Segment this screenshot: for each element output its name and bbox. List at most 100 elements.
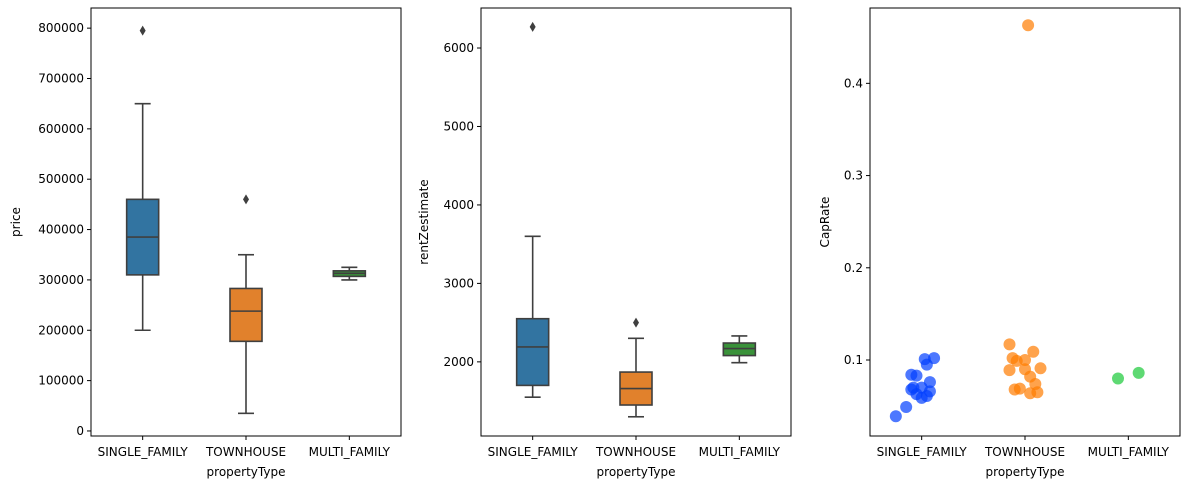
y-tick-label: 0.4 <box>844 76 863 90</box>
points-townhouse <box>1003 19 1047 400</box>
x-tick-label: SINGLE_FAMILY <box>488 445 579 459</box>
x-tick: TOWNHOUSE <box>205 436 286 459</box>
x-tick: MULTI_FAMILY <box>1088 436 1170 459</box>
y-tick-label: 4000 <box>443 198 474 212</box>
y-tick-label: 500000 <box>38 172 84 186</box>
y-axis-label: rentZestimate <box>417 179 431 264</box>
data-point <box>1006 352 1019 365</box>
y-tick-label: 0.3 <box>844 169 863 183</box>
y-tick: 5000 <box>443 119 481 133</box>
x-tick: TOWNHOUSE <box>595 436 676 459</box>
data-point <box>889 410 902 423</box>
chart-panel-3: 0.1 0.2 0.3 0.4 SINGLE_FAMILY TOWNHOUSE MULTI_… <box>818 7 1181 479</box>
y-tick-label: 5000 <box>443 119 474 133</box>
x-tick-label: TOWNHOUSE <box>595 445 676 459</box>
axes-frame <box>869 7 1181 437</box>
data-point <box>1019 354 1031 367</box>
y-tick: 200000 <box>38 323 91 337</box>
points-single-family <box>889 352 941 423</box>
chart-panels: 0 100000 200000 300000 400000 500000 600000 700… <box>9 7 1181 479</box>
y-tick: 6000 <box>443 41 481 55</box>
x-axis-label: propertyType <box>986 465 1065 479</box>
y-tick: 500000 <box>38 172 91 186</box>
outlier-marker <box>633 317 639 328</box>
y-tick-label: 800000 <box>38 21 84 35</box>
data-point <box>1003 338 1016 351</box>
y-tick: 4000 <box>443 198 481 212</box>
box-multi-family <box>722 335 757 364</box>
data-point <box>1034 362 1047 375</box>
y-tick-label: 0.1 <box>844 353 863 367</box>
y-tick: 0.3 <box>844 169 870 183</box>
iqr-box <box>229 287 263 343</box>
y-tick-label: 100000 <box>38 374 84 388</box>
y-axis-label: CapRate <box>818 197 832 248</box>
y-tick: 0.1 <box>844 353 870 367</box>
data-point <box>1112 372 1124 385</box>
y-tick: 700000 <box>38 71 91 85</box>
x-tick-label: MULTI_FAMILY <box>699 445 781 459</box>
x-tick-label: SINGLE_FAMILY <box>877 445 968 459</box>
y-tick-label: 6000 <box>443 41 474 55</box>
outlier-marker <box>243 194 249 205</box>
data-point <box>918 353 931 366</box>
x-tick-label: TOWNHOUSE <box>984 445 1065 459</box>
y-tick-label: 0 <box>76 424 84 438</box>
x-tick: SINGLE_FAMILY <box>98 436 189 459</box>
data-point <box>928 352 941 365</box>
data-point <box>1027 345 1040 358</box>
y-tick-label: 300000 <box>38 273 84 287</box>
y-tick-label: 0.2 <box>844 261 863 275</box>
box-single-family <box>125 25 160 332</box>
box-townhouse <box>229 194 263 415</box>
y-tick: 0.2 <box>844 261 870 275</box>
y-tick: 400000 <box>38 223 91 237</box>
x-tick-label: MULTI_FAMILY <box>1088 445 1170 459</box>
data-point <box>905 368 918 381</box>
y-tick: 100000 <box>38 374 91 388</box>
y-tick: 0.4 <box>844 76 870 90</box>
y-axis-label: price <box>9 207 23 237</box>
box-townhouse <box>619 317 653 418</box>
x-axis-label: propertyType <box>597 465 676 479</box>
x-tick: SINGLE_FAMILY <box>877 436 968 459</box>
x-tick-label: TOWNHOUSE <box>205 445 286 459</box>
y-tick-label: 400000 <box>38 223 84 237</box>
x-tick-label: MULTI_FAMILY <box>309 445 391 459</box>
y-tick: 800000 <box>38 21 91 35</box>
y-tick-label: 600000 <box>38 122 84 136</box>
x-tick: SINGLE_FAMILY <box>488 436 579 459</box>
x-tick: MULTI_FAMILY <box>309 436 391 459</box>
y-tick-label: 3000 <box>443 276 474 290</box>
box-multi-family <box>332 266 367 281</box>
y-tick-label: 700000 <box>38 71 84 85</box>
data-point <box>1003 364 1016 377</box>
x-tick-label: SINGLE_FAMILY <box>98 445 189 459</box>
iqr-box <box>515 317 550 387</box>
y-tick-label: 200000 <box>38 323 84 337</box>
x-axis-label: propertyType <box>207 465 286 479</box>
y-tick: 3000 <box>443 276 481 290</box>
data-point <box>1132 366 1145 379</box>
y-tick-label: 2000 <box>443 355 474 369</box>
y-tick: 2000 <box>443 355 481 369</box>
data-point <box>900 401 913 414</box>
outlier-marker <box>139 25 146 36</box>
x-tick: TOWNHOUSE <box>984 436 1065 459</box>
y-tick: 0 <box>76 424 91 438</box>
axes-frame <box>90 7 402 437</box>
chart-panel-1: 0 100000 200000 300000 400000 500000 600000 700… <box>9 7 402 479</box>
points-multi-family <box>1112 366 1145 385</box>
outlier-marker <box>529 21 536 32</box>
y-tick: 300000 <box>38 273 91 287</box>
data-point <box>923 376 936 389</box>
axes-frame <box>480 7 792 437</box>
data-point <box>907 381 920 394</box>
data-point <box>1022 19 1035 32</box>
y-tick: 600000 <box>38 122 91 136</box>
box-single-family <box>515 21 550 398</box>
x-tick: MULTI_FAMILY <box>699 436 781 459</box>
data-point <box>1019 363 1031 376</box>
